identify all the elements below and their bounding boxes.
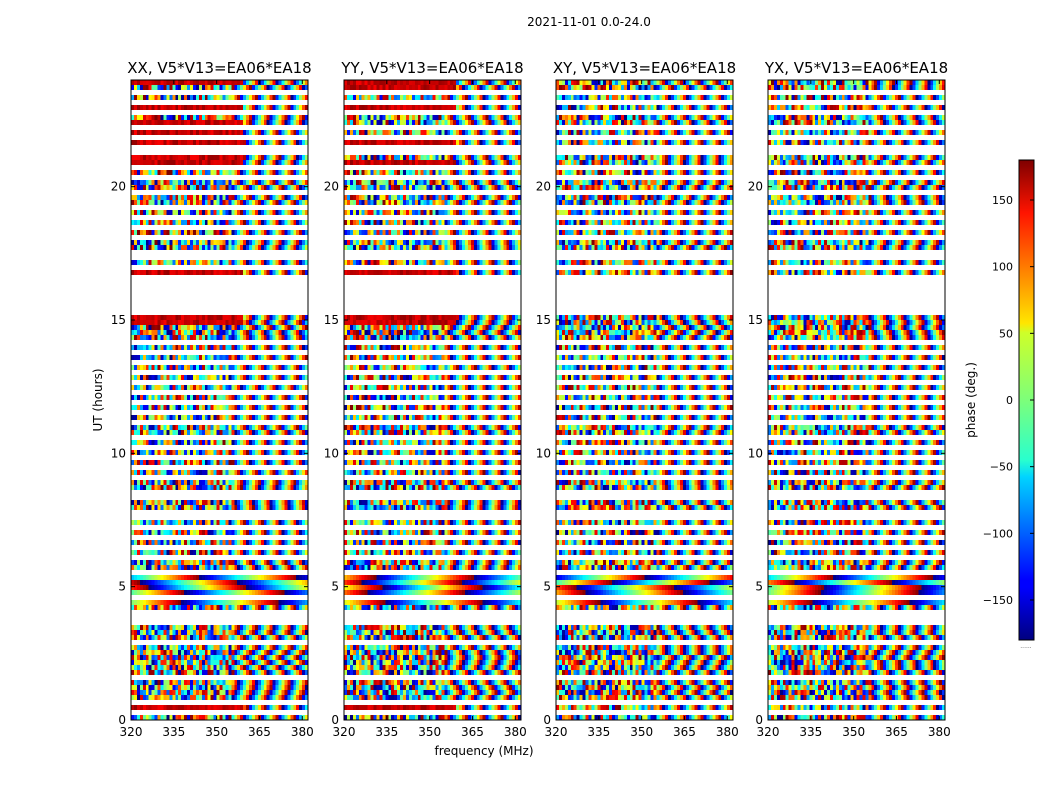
x-tick-label: 335 (587, 725, 610, 739)
colorbar-footnote: ...... (1020, 643, 1032, 650)
colorbar-tick-label: 150 (992, 194, 1013, 207)
x-tick-label: 320 (545, 725, 568, 739)
y-tick-label: 10 (748, 446, 763, 460)
x-tick-label: 380 (291, 725, 314, 739)
y-tick-label: 10 (324, 446, 339, 460)
phase-heatmap (768, 80, 945, 720)
x-axis-label: frequency (MHz) (434, 744, 533, 758)
y-tick-label: 15 (324, 313, 339, 327)
y-tick-label: 5 (755, 580, 763, 594)
y-tick-label: 0 (331, 713, 339, 727)
panel-title: XY, V5*V13=EA06*EA18 (553, 59, 736, 77)
panel-2: YY, V5*V13=EA06*EA18 320 335 350 365 380 0 5 10 1… (324, 59, 527, 739)
colorbar-tick-label: −50 (990, 461, 1013, 474)
x-tick-label: 320 (120, 725, 143, 739)
x-tick-label: 320 (757, 725, 780, 739)
panel-frame (555, 79, 734, 721)
panel-frame (130, 79, 309, 721)
x-tick-label: 365 (673, 725, 696, 739)
y-tick-label: 0 (543, 713, 551, 727)
colorbar-tick-label: 0 (1006, 394, 1013, 407)
x-tick-label: 380 (504, 725, 527, 739)
panel-1: XX, V5*V13=EA06*EA18 320 335 350 365 380 0 5 10 1… (111, 59, 314, 739)
colorbar-tick-label: −150 (983, 594, 1013, 607)
y-tick-label: 5 (331, 580, 339, 594)
panel-3: XY, V5*V13=EA06*EA18 320 335 350 365 380 0 5 10 1… (536, 59, 739, 739)
y-tick-label: 20 (324, 180, 339, 194)
phase-heatmap (556, 80, 733, 720)
x-tick-label: 350 (630, 725, 653, 739)
panel-title: YY, V5*V13=EA06*EA18 (340, 59, 523, 77)
panel-4: YX, V5*V13=EA06*EA18 320 335 350 365 380 0 5 10 1… (748, 59, 951, 739)
y-tick-label: 0 (118, 713, 126, 727)
x-tick-label: 365 (461, 725, 484, 739)
x-tick-label: 320 (333, 725, 356, 739)
panel-title: XX, V5*V13=EA06*EA18 (127, 59, 311, 77)
y-tick-label: 10 (111, 446, 126, 460)
y-tick-label: 20 (748, 180, 763, 194)
y-tick-label: 20 (536, 180, 551, 194)
colorbar-tick-label: 50 (999, 327, 1013, 340)
x-tick-label: 365 (885, 725, 908, 739)
colorbar: 150 100 50 0 −50 −100 −150 phase (deg.) ...... (964, 159, 1035, 650)
panel-frame (767, 79, 946, 721)
colorbar-tick-label: 100 (992, 261, 1013, 274)
panels-group: XX, V5*V13=EA06*EA18 320 335 350 365 380 0 5 10 1… (111, 59, 951, 739)
panel-frame (343, 79, 522, 721)
x-tick-label: 380 (716, 725, 739, 739)
y-axis-label: UT (hours) (91, 368, 105, 431)
y-tick-label: 20 (111, 180, 126, 194)
y-tick-label: 5 (118, 580, 126, 594)
y-tick-label: 10 (536, 446, 551, 460)
x-tick-label: 365 (248, 725, 271, 739)
x-tick-label: 350 (418, 725, 441, 739)
colorbar-label: phase (deg.) (964, 362, 978, 438)
y-tick-label: 15 (748, 313, 763, 327)
x-tick-label: 350 (842, 725, 865, 739)
y-tick-label: 5 (543, 580, 551, 594)
x-tick-label: 335 (799, 725, 822, 739)
x-tick-label: 380 (928, 725, 951, 739)
y-tick-label: 0 (755, 713, 763, 727)
phase-heatmap (131, 80, 308, 720)
y-tick-label: 15 (536, 313, 551, 327)
phase-heatmap (344, 80, 521, 720)
figure-title: 2021-11-01 0.0-24.0 (527, 15, 651, 29)
x-tick-label: 335 (162, 725, 185, 739)
colorbar-ticks: 150 100 50 0 −50 −100 −150 (983, 194, 1034, 607)
panel-title: YX, V5*V13=EA06*EA18 (764, 59, 948, 77)
x-tick-label: 350 (205, 725, 228, 739)
x-tick-label: 335 (375, 725, 398, 739)
colorbar-tick-label: −100 (983, 527, 1013, 540)
y-tick-label: 15 (111, 313, 126, 327)
